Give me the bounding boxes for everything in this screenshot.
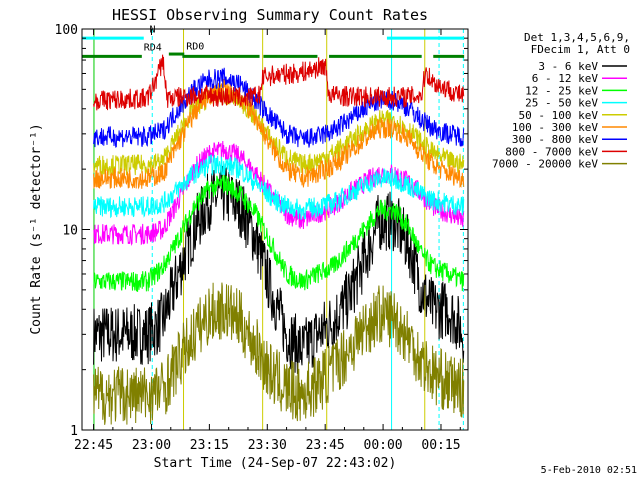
- footer-timestamp: 5-Feb-2010 02:51: [541, 465, 637, 476]
- annotation-n: N: [150, 25, 156, 36]
- legend-label-5: 100 - 300 keV: [512, 121, 598, 134]
- legend-label-0: 3 - 6 keV: [538, 60, 598, 73]
- legend-label-8: 7000 - 20000 keV: [492, 158, 598, 171]
- series-line-2: [93, 174, 465, 292]
- y-tick-label-2: 100: [55, 23, 78, 38]
- series-line-6: [93, 67, 465, 148]
- series-line-5: [93, 78, 465, 190]
- y-tick-label-0: 1: [70, 424, 78, 439]
- series-line-3: [93, 154, 465, 220]
- legend-label-1: 6 - 12 keV: [532, 72, 599, 85]
- y-tick-label-1: 10: [62, 224, 78, 239]
- legend-label-7: 800 - 7000 keV: [505, 145, 598, 158]
- y-axis-ticks: 1 10 100: [55, 23, 468, 439]
- annotations: N RD4 RD0: [144, 25, 205, 54]
- legend-header-line-1: Det 1,3,4,5,6,9,: [524, 31, 630, 44]
- y-axis-label: Count Rate (s⁻¹ detector⁻¹): [29, 123, 44, 334]
- x-axis-ticks: 22:45 23:00 23:15 23:30 23:45 00:00 00:15: [74, 29, 461, 453]
- legend-label-4: 50 - 100 keV: [519, 109, 599, 122]
- legend-label-6: 300 - 800 keV: [512, 133, 598, 146]
- status-bars: [82, 36, 465, 58]
- legend-label-3: 25 - 50 keV: [525, 97, 598, 110]
- series-line-7: [93, 54, 465, 111]
- series-line-8: [93, 282, 465, 425]
- annotation-rd4: RD4: [144, 43, 162, 54]
- legend-label-2: 12 - 25 keV: [525, 84, 598, 97]
- x-tick-label-0: 22:45: [74, 438, 113, 453]
- annotation-rd0: RD0: [186, 42, 204, 53]
- legend: Det 1,3,4,5,6,9, FDecim 1, Att 0 3 - 6 k…: [492, 31, 630, 171]
- x-tick-label-1: 23:00: [132, 438, 171, 453]
- x-tick-label-3: 23:30: [248, 438, 287, 453]
- chart-title: HESSI Observing Summary Count Rates: [112, 6, 428, 24]
- x-tick-label-6: 00:15: [421, 438, 460, 453]
- x-axis-label: Start Time (24-Sep-07 22:43:02): [154, 456, 397, 471]
- legend-header-line-2: FDecim 1, Att 0: [531, 43, 630, 56]
- series-group: [93, 54, 465, 425]
- x-tick-label-5: 00:00: [364, 438, 403, 453]
- x-tick-label-2: 23:15: [190, 438, 229, 453]
- x-tick-label-4: 23:45: [306, 438, 345, 453]
